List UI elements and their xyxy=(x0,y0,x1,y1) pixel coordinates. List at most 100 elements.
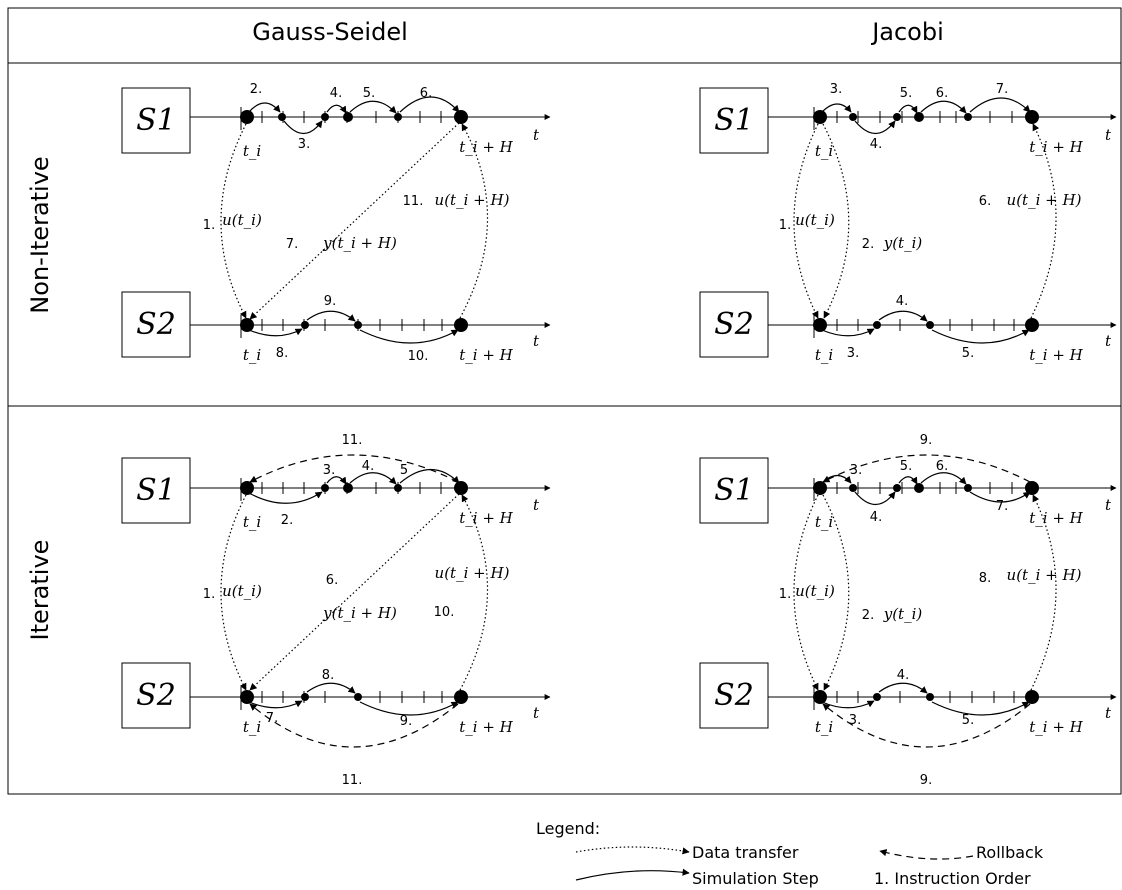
ticks xyxy=(240,478,443,710)
transfer-label: y(t_i) xyxy=(883,605,923,623)
transfer-order: 1. xyxy=(779,218,791,233)
t-i-plus-h-label: t_i + H xyxy=(459,346,513,364)
points xyxy=(240,110,468,332)
transfer-label: y(t_i + H) xyxy=(322,234,397,252)
step-label: 5. xyxy=(900,86,912,101)
subsystem-s1-box xyxy=(699,457,769,524)
step-label: 8. xyxy=(322,668,334,683)
subsystem-s1-label: S1 xyxy=(136,103,176,138)
step-label: 7. xyxy=(996,82,1008,97)
transfer-label: u(t_i + H) xyxy=(435,564,510,582)
transfer-order: 7. xyxy=(286,237,298,252)
transfer-order: 1. xyxy=(203,218,215,233)
panel-jacobi-noniterative: S1 S2 3. 4. 5. xyxy=(699,82,1117,364)
simulation-steps xyxy=(248,96,460,344)
transfer-label: u(t_i) xyxy=(795,582,835,600)
t-i-label: t_i xyxy=(815,718,834,736)
subsystem-s1-box xyxy=(121,457,191,524)
data-transfers xyxy=(220,122,489,320)
subsystem-s2-label: S2 xyxy=(714,678,754,713)
simulation-steps xyxy=(821,97,1031,344)
points xyxy=(240,481,468,704)
step-label: 4. xyxy=(897,668,909,683)
points xyxy=(813,110,1039,332)
step-label: 5. xyxy=(962,713,974,728)
step-label: 4. xyxy=(362,459,374,474)
rollback-label: 9. xyxy=(920,433,932,448)
column-header-gauss-seidel: Gauss-Seidel xyxy=(252,18,408,46)
step-label: 2. xyxy=(250,82,262,97)
panel-gs-iterative: S1 S2 11 xyxy=(121,433,551,788)
legend: Legend: Data transfer Simulation Step Ro… xyxy=(536,819,1044,888)
legend-rollback-arrow xyxy=(879,849,974,860)
transfer-label: u(t_i) xyxy=(222,582,262,600)
subsystem-s2-label: S2 xyxy=(136,678,176,713)
t-axis-label: t xyxy=(533,332,540,350)
step-label: 5. xyxy=(962,346,974,361)
simulation-steps xyxy=(248,469,460,716)
data-transfers xyxy=(793,123,1057,319)
legend-rollback-label: Rollback xyxy=(976,843,1044,862)
t-i-plus-h-label: t_i + H xyxy=(1029,138,1083,156)
step-label: 9. xyxy=(324,294,336,309)
transfer-label: u(t_i) xyxy=(222,211,262,229)
t-i-plus-h-label: t_i + H xyxy=(1029,509,1083,527)
step-label: 3. xyxy=(298,137,310,152)
t-axis-label: t xyxy=(1105,496,1112,514)
table-grid xyxy=(7,7,1122,795)
transfer-order: 1. xyxy=(779,587,791,602)
row-header-non-iterative: Non-Iterative xyxy=(26,156,54,313)
t-axis-label: t xyxy=(1105,332,1112,350)
step-label: 6. xyxy=(936,86,948,101)
ticks xyxy=(813,478,1015,710)
legend-data-transfer-label: Data transfer xyxy=(692,843,799,862)
ticks xyxy=(813,107,1015,338)
transfer-label: u(t_i + H) xyxy=(1007,566,1082,584)
t-axis-label: t xyxy=(533,704,540,722)
transfer-order: 10. xyxy=(434,605,455,620)
t-i-label: t_i xyxy=(815,513,834,531)
transfer-label: u(t_i + H) xyxy=(1007,191,1082,209)
legend-title: Legend: xyxy=(536,819,600,838)
rollback-label: 9. xyxy=(920,773,932,788)
subsystem-s2-box xyxy=(699,291,769,358)
step-label: 6. xyxy=(936,459,948,474)
t-i-label: t_i xyxy=(815,142,834,160)
t-i-plus-h-label: t_i + H xyxy=(459,718,513,736)
rollbacks xyxy=(822,454,1031,748)
column-header-jacobi: Jacobi xyxy=(870,18,944,46)
t-i-label: t_i xyxy=(815,346,834,364)
transfer-label: y(t_i + H) xyxy=(322,604,397,622)
t-axis-label: t xyxy=(1105,704,1112,722)
step-label: 10. xyxy=(408,349,429,364)
t-i-plus-h-label: t_i + H xyxy=(459,509,513,527)
data-transfers xyxy=(220,493,489,691)
step-label: 4. xyxy=(870,137,882,152)
step-label: 6. xyxy=(420,86,432,101)
subsystem-s1-label: S1 xyxy=(714,473,754,508)
legend-simulation-step-label: Simulation Step xyxy=(692,869,819,888)
transfer-label: u(t_i + H) xyxy=(435,191,510,209)
transfer-label: u(t_i) xyxy=(795,211,835,229)
transfer-order: 2. xyxy=(862,237,874,252)
transfer-order: 8. xyxy=(979,571,991,586)
t-i-plus-h-label: t_i + H xyxy=(1029,346,1083,364)
rollback-label: 11. xyxy=(342,773,363,788)
step-label: 3. xyxy=(830,82,842,97)
t-i-label: t_i xyxy=(243,346,262,364)
step-label: 5. xyxy=(363,86,375,101)
step-label: 5 xyxy=(400,463,408,478)
step-label: 7. xyxy=(266,711,278,726)
t-i-label: t_i xyxy=(243,513,262,531)
subsystem-s1-label: S1 xyxy=(714,103,754,138)
step-label: 3. xyxy=(847,346,859,361)
data-transfers xyxy=(793,494,1057,691)
t-i-plus-h-label: t_i + H xyxy=(1029,718,1083,736)
step-label: 8. xyxy=(276,346,288,361)
t-axis-label: t xyxy=(1105,126,1112,144)
t-i-plus-h-label: t_i + H xyxy=(459,138,513,156)
legend-data-transfer-arrow xyxy=(575,846,690,855)
legend-simulation-step-arrow xyxy=(575,868,690,881)
transfer-order: 6. xyxy=(326,573,338,588)
